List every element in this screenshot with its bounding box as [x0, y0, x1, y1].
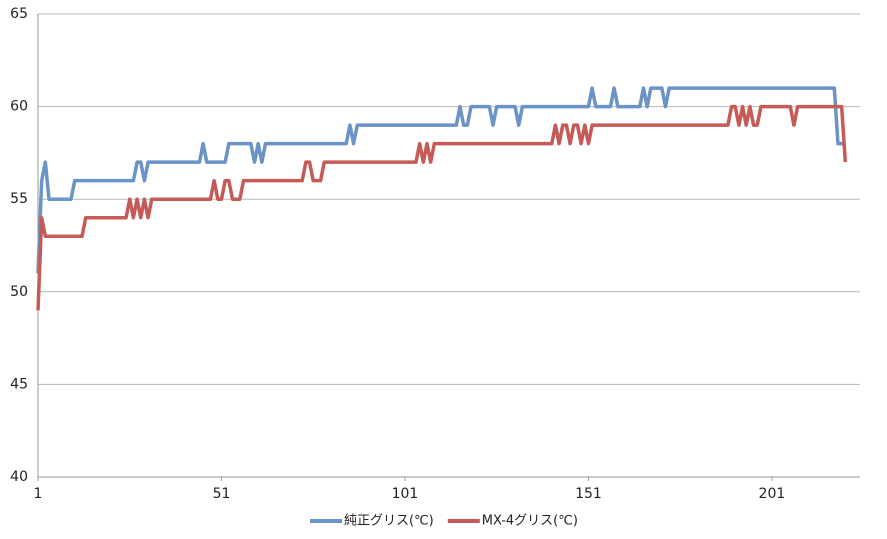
x-tick-label: 201 [759, 486, 786, 502]
y-tick-label: 50 [10, 284, 28, 300]
y-tick-label: 65 [10, 6, 28, 22]
legend: 純正グリス(℃) MX-4グリス(℃) [310, 514, 578, 529]
x-tick-label: 51 [213, 486, 231, 502]
series-line [36, 104, 848, 311]
legend-label: 純正グリス(℃) [344, 514, 434, 529]
x-tick-label: 151 [575, 486, 602, 502]
y-tick-label: 55 [10, 191, 28, 207]
y-tick-label: 45 [10, 376, 28, 392]
x-tick-label: 101 [392, 486, 419, 502]
y-tick-label: 60 [10, 99, 28, 115]
y-tick-label: 40 [10, 469, 28, 485]
legend-label: MX-4グリス(℃) [482, 514, 578, 529]
series-line [36, 86, 846, 274]
x-tick-label: 1 [34, 486, 43, 502]
